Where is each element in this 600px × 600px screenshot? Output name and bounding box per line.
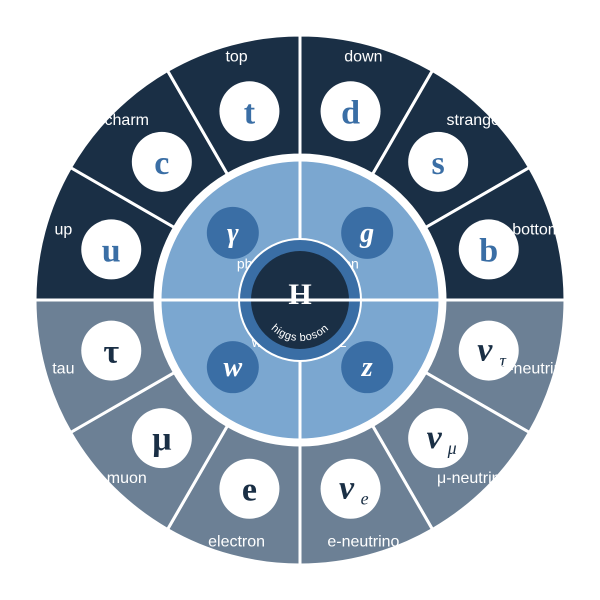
particle-label: up bbox=[54, 222, 72, 239]
higgs-symbol: H bbox=[288, 278, 311, 311]
particle-label: bottom bbox=[512, 222, 561, 239]
particle-label: e-neutrino bbox=[327, 534, 399, 551]
particle-symbol-sub: μ bbox=[447, 438, 457, 458]
particle-symbol: ν bbox=[427, 419, 443, 456]
particle-symbol: ν bbox=[477, 332, 493, 369]
particle-symbol: e bbox=[242, 472, 257, 509]
particle-label: μ-neutrino bbox=[437, 470, 509, 487]
boson-symbol: γ bbox=[227, 218, 239, 249]
particle-symbol: d bbox=[341, 94, 360, 131]
particle-symbol: τ bbox=[103, 334, 119, 371]
particle-label: tau bbox=[52, 360, 74, 377]
particle-label: top bbox=[225, 48, 247, 65]
particle-symbol: μ bbox=[152, 421, 171, 458]
particle-label: muon bbox=[107, 470, 147, 487]
particle-label: strange bbox=[447, 112, 500, 129]
boson-symbol: z bbox=[361, 352, 373, 383]
particle-symbol-sub: e bbox=[361, 489, 369, 509]
particle-symbol: u bbox=[102, 232, 121, 269]
particle-symbol: b bbox=[479, 232, 498, 269]
boson-symbol: g bbox=[359, 218, 374, 249]
particle-label: τ-neutrino bbox=[502, 360, 572, 377]
particle-symbol: t bbox=[244, 94, 256, 131]
particle-label: electron bbox=[208, 534, 265, 551]
particle-label: charm bbox=[105, 112, 149, 129]
particle-symbol: ν bbox=[339, 470, 355, 507]
particle-label: down bbox=[344, 48, 382, 65]
boson-symbol: w bbox=[223, 352, 242, 383]
standard-model-wheel: u up ccharm t top d down sstrange bbottom ν τ τ-neu… bbox=[0, 0, 600, 600]
particle-symbol: s bbox=[432, 145, 445, 182]
particle-symbol: c bbox=[154, 145, 169, 182]
